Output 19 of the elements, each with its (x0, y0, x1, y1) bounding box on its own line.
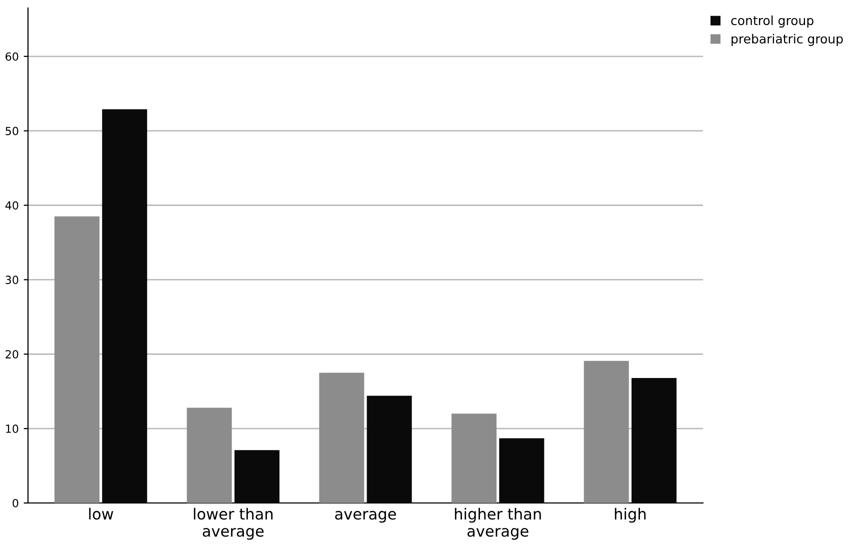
x-tick-label: high (614, 508, 646, 523)
legend-label: prebariatric group (732, 34, 843, 46)
y-tick-label: 30 (6, 276, 18, 284)
y-tick-label: 20 (6, 350, 18, 359)
bar (186, 408, 232, 503)
y-tick-label: 60 (6, 52, 18, 61)
x-tick-label: average (335, 510, 396, 523)
legend-label: control group (731, 16, 814, 28)
y-tick-label: 50 (6, 126, 18, 136)
bar (319, 372, 364, 503)
x-tick-label: higher than average (454, 508, 541, 540)
x-tick-label: lower than average (194, 508, 273, 540)
y-tick-label: 10 (6, 424, 18, 433)
bar (452, 414, 497, 503)
y-tick-label: 40 (5, 201, 18, 210)
bar (584, 360, 629, 503)
x-tick-label: low (89, 508, 114, 520)
bar (54, 216, 100, 503)
y-tick-label: 0 (12, 498, 18, 508)
